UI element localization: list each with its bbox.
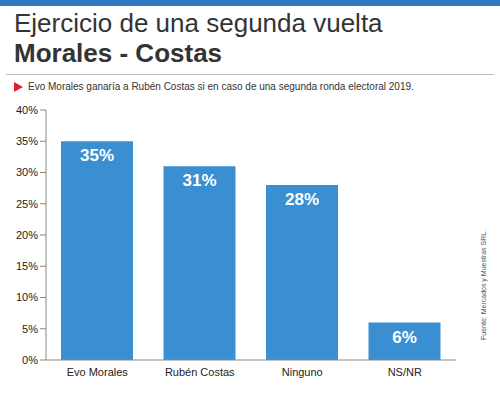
svg-text:5%: 5% (22, 323, 38, 335)
svg-text:30%: 30% (16, 166, 38, 178)
svg-text:10%: 10% (16, 291, 38, 303)
svg-text:35%: 35% (16, 135, 38, 147)
svg-text:Evo Morales: Evo Morales (67, 366, 129, 378)
svg-text:40%: 40% (16, 104, 38, 116)
svg-text:Ninguno: Ninguno (282, 366, 323, 378)
svg-text:NS/NR: NS/NR (388, 366, 422, 378)
svg-text:15%: 15% (16, 260, 38, 272)
svg-text:6%: 6% (392, 328, 417, 347)
html-text:Fuente: Mercados y Muestras SR: Fuente: Mercados y Muestras SRL. (480, 229, 487, 340)
svg-text:31%: 31% (182, 171, 216, 190)
svg-text:Rubén Costas: Rubén Costas (165, 366, 235, 378)
svg-text:35%: 35% (80, 146, 114, 165)
svg-text:0%: 0% (22, 354, 38, 366)
html-text:Ejercicio de una segunda vuelt: Ejercicio de una segunda vuelta (14, 8, 383, 38)
svg-text:25%: 25% (16, 198, 38, 210)
html-text:Morales - Costas: Morales - Costas (14, 38, 223, 68)
svg-text:28%: 28% (285, 190, 319, 209)
svg-text:20%: 20% (16, 229, 38, 241)
html-text:Evo Morales ganaría a Rubén Co: Evo Morales ganaría a Rubén Costas si en… (28, 81, 414, 92)
